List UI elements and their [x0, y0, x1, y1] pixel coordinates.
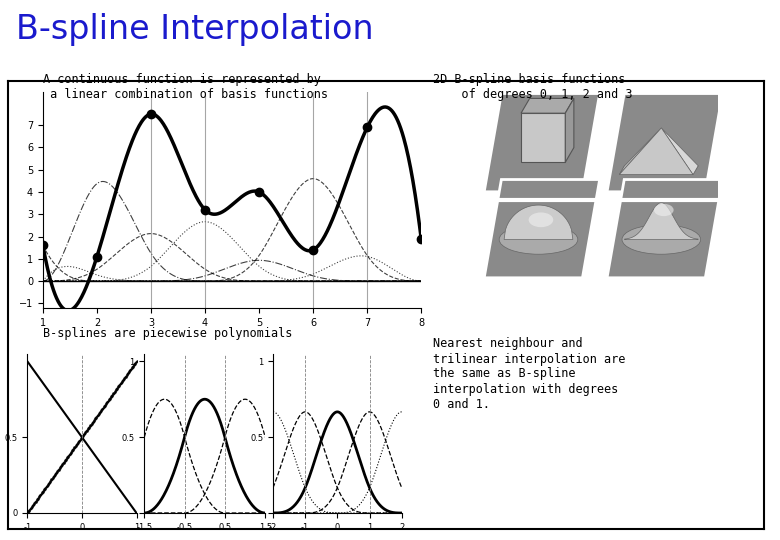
Polygon shape — [619, 166, 698, 174]
Polygon shape — [661, 128, 698, 174]
Polygon shape — [504, 205, 573, 239]
Polygon shape — [607, 179, 722, 278]
Polygon shape — [521, 98, 574, 113]
Polygon shape — [484, 179, 600, 278]
Polygon shape — [619, 128, 693, 174]
Ellipse shape — [499, 225, 578, 254]
Polygon shape — [607, 93, 722, 192]
Ellipse shape — [529, 212, 553, 227]
Polygon shape — [484, 93, 600, 192]
Text: B-splines are piecewise polynomials: B-splines are piecewise polynomials — [43, 327, 292, 340]
Polygon shape — [566, 98, 574, 163]
Polygon shape — [619, 128, 661, 174]
Polygon shape — [521, 113, 566, 163]
Polygon shape — [625, 202, 698, 239]
Text: Nearest neighbour and
trilinear interpolation are
the same as B-spline
interpola: Nearest neighbour and trilinear interpol… — [433, 338, 626, 410]
Ellipse shape — [622, 225, 700, 254]
Text: A continuous function is represented by
 a linear combination of basis functions: A continuous function is represented by … — [43, 73, 328, 101]
Text: 2D B-spline basis functions
    of degrees 0, 1, 2 and 3: 2D B-spline basis functions of degrees 0… — [433, 73, 633, 101]
Ellipse shape — [654, 204, 674, 216]
Text: B-spline Interpolation: B-spline Interpolation — [16, 14, 373, 46]
